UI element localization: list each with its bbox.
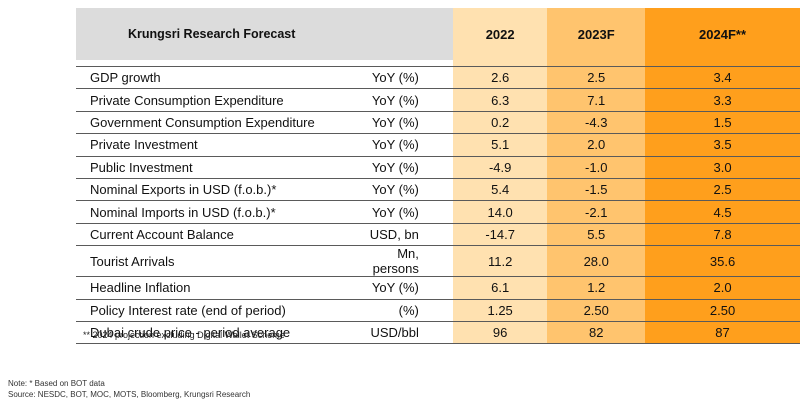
row-value: 0.2 [452, 111, 548, 135]
year-header-2024f: 2024F** [645, 8, 800, 60]
row-value: 35.6 [645, 245, 800, 278]
row-unit: YoY (%) [368, 88, 453, 112]
row-value: -2.1 [547, 200, 646, 224]
table-row: Nominal Imports in USD (f.o.b.)* YoY (%) 1… [76, 200, 800, 224]
row-value: 1.25 [452, 299, 548, 322]
table-body: GDP growth YoY (%) 2.6 2.5 3.4 Private Consum… [76, 65, 800, 345]
row-value: 7.8 [645, 223, 800, 247]
year-header-2022: 2022 [452, 8, 548, 60]
row-label: Government Consumption Expenditure [76, 111, 369, 135]
row-value: 4.5 [645, 200, 800, 224]
row-unit: USD/bbl [368, 321, 453, 345]
row-value: 2.0 [645, 276, 800, 300]
row-unit: YoY (%) [368, 178, 453, 202]
row-value: 87 [645, 321, 800, 345]
row-value: 3.4 [645, 65, 800, 90]
row-value: 5.1 [452, 133, 548, 157]
row-value: 2.6 [452, 65, 548, 90]
source-line: Source: NESDC, BOT, MOC, MOTS, Bloomberg… [8, 390, 251, 399]
unit-header [368, 8, 453, 60]
row-value: 96 [452, 321, 548, 345]
row-value: 28.0 [547, 245, 646, 278]
row-value: 5.5 [547, 223, 646, 247]
row-unit: YoY (%) [368, 156, 453, 179]
row-value: 1.2 [547, 276, 646, 300]
table-header-row: Krungsri Research Forecast 2022 2023F 20… [76, 8, 800, 60]
notes-block: Note: * Based on BOT data Source: NESDC,… [8, 378, 250, 400]
row-unit: YoY (%) [368, 133, 453, 157]
row-value: 2.0 [547, 133, 646, 157]
table-row: Dubai crude price - period average USD/bb… [76, 321, 800, 345]
row-value: 2.50 [547, 299, 646, 322]
row-value: 11.2 [452, 245, 548, 278]
row-value: 82 [547, 321, 646, 345]
row-label: Public Investment [76, 156, 369, 179]
row-value: 2.5 [547, 65, 646, 90]
row-unit: YoY (%) [368, 276, 453, 300]
row-value: 5.4 [452, 178, 548, 202]
row-label: Tourist Arrivals [76, 245, 369, 278]
row-unit: YoY (%) [368, 200, 453, 224]
row-value: 3.3 [645, 88, 800, 112]
row-value: 7.1 [547, 88, 646, 112]
table-row: Private Investment YoY (%) 5.1 2.0 3.5 [76, 133, 800, 157]
table-row: GDP growth YoY (%) 2.6 2.5 3.4 [76, 65, 800, 90]
row-value: 3.5 [645, 133, 800, 157]
row-label: Headline Inflation [76, 276, 369, 300]
table-row: Private Consumption Expenditure YoY (%) 6.… [76, 88, 800, 112]
row-value: -1.5 [547, 178, 646, 202]
row-unit: USD, bn [368, 223, 453, 247]
row-unit: YoY (%) [368, 65, 453, 90]
row-label: GDP growth [76, 65, 369, 90]
row-value: 1.5 [645, 111, 800, 135]
table-row: Tourist Arrivals Mn, persons 11.2 28.0 35.6 [76, 245, 800, 278]
row-value: 3.0 [645, 156, 800, 179]
row-value: -1.0 [547, 156, 646, 179]
year-header-2023f: 2023F [547, 8, 646, 60]
row-value: 6.3 [452, 88, 548, 112]
table-row: Government Consumption Expenditure YoY (%… [76, 111, 800, 135]
row-value: 6.1 [452, 276, 548, 300]
row-value: -4.9 [452, 156, 548, 179]
row-label: Nominal Exports in USD (f.o.b.)* [76, 178, 369, 202]
table-row: Public Investment YoY (%) -4.9 -1.0 3.0 [76, 156, 800, 179]
row-unit: Mn, persons [368, 245, 453, 278]
table-row: Headline Inflation YoY (%) 6.1 1.2 2.0 [76, 276, 800, 300]
row-value: 2.50 [645, 299, 800, 322]
table-row: Current Account Balance USD, bn -14.7 5.5 7.… [76, 223, 800, 247]
row-value: 14.0 [452, 200, 548, 224]
row-value: 2.5 [645, 178, 800, 202]
row-value: -4.3 [547, 111, 646, 135]
row-label: Policy Interest rate (end of period) [76, 299, 369, 322]
footnote: ** 2024 projection excluding Digital Wal… [83, 330, 285, 340]
row-label: Current Account Balance [76, 223, 369, 247]
forecast-table: Krungsri Research Forecast 2022 2023F 20… [76, 8, 800, 345]
note-line: Note: * Based on BOT data [8, 379, 105, 388]
table-row: Policy Interest rate (end of period) (%) 1… [76, 299, 800, 322]
row-value: -14.7 [452, 223, 548, 247]
row-label: Dubai crude price - period average [76, 321, 369, 345]
table-title: Krungsri Research Forecast [76, 8, 369, 60]
row-label: Private Consumption Expenditure [76, 88, 369, 112]
row-unit: (%) [368, 299, 453, 322]
row-unit: YoY (%) [368, 111, 453, 135]
table-row: Nominal Exports in USD (f.o.b.)* YoY (%) 5… [76, 178, 800, 202]
row-label: Private Investment [76, 133, 369, 157]
row-label: Nominal Imports in USD (f.o.b.)* [76, 200, 369, 224]
